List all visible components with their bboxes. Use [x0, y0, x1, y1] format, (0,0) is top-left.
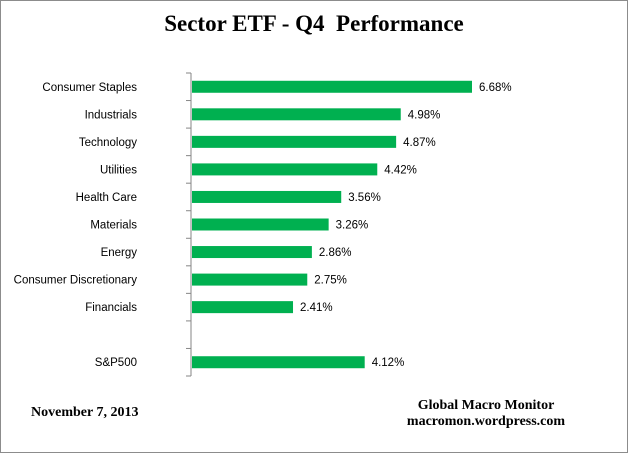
chart-date: November 7, 2013	[31, 405, 139, 420]
category-label: Utilities	[100, 164, 137, 176]
data-label: 2.41%	[300, 302, 333, 314]
bar	[192, 108, 401, 121]
category-label: Industrials	[85, 109, 138, 121]
bar	[192, 218, 329, 231]
data-label: 4.98%	[408, 109, 441, 121]
category-label: Health Care	[76, 192, 137, 204]
bar	[192, 246, 312, 259]
bar	[192, 356, 365, 369]
bar	[192, 135, 397, 148]
source-url: macromon.wordpress.com	[406, 414, 566, 429]
chart-title: Sector ETF - Q4 Performance	[164, 11, 464, 36]
category-label: Technology	[79, 137, 137, 149]
data-label: 4.87%	[403, 137, 436, 149]
bar	[192, 273, 308, 286]
data-label: 6.68%	[479, 82, 512, 94]
bar	[192, 190, 342, 203]
category-label: Consumer Staples	[42, 82, 137, 94]
source-credit: Global Macro Monitor macromon.wordpress.…	[366, 398, 606, 430]
data-label: 2.75%	[314, 275, 347, 287]
category-label: S&P500	[95, 357, 137, 369]
bar	[192, 163, 378, 176]
data-label: 4.12%	[372, 357, 405, 369]
bar-chart: Consumer Staples 6.68% Industrials 4.98% Tec…	[14, 72, 512, 377]
category-label: Energy	[101, 247, 138, 259]
bar	[192, 80, 472, 93]
data-label: 3.56%	[348, 192, 381, 204]
source-name: Global Macro Monitor	[417, 398, 555, 413]
category-label: Consumer Discretionary	[14, 275, 138, 287]
category-label: Financials	[85, 302, 137, 314]
bar	[192, 301, 294, 314]
data-label: 4.42%	[384, 164, 417, 176]
data-label: 2.86%	[319, 247, 352, 259]
category-label: Materials	[90, 220, 137, 232]
data-label: 3.26%	[336, 220, 369, 232]
